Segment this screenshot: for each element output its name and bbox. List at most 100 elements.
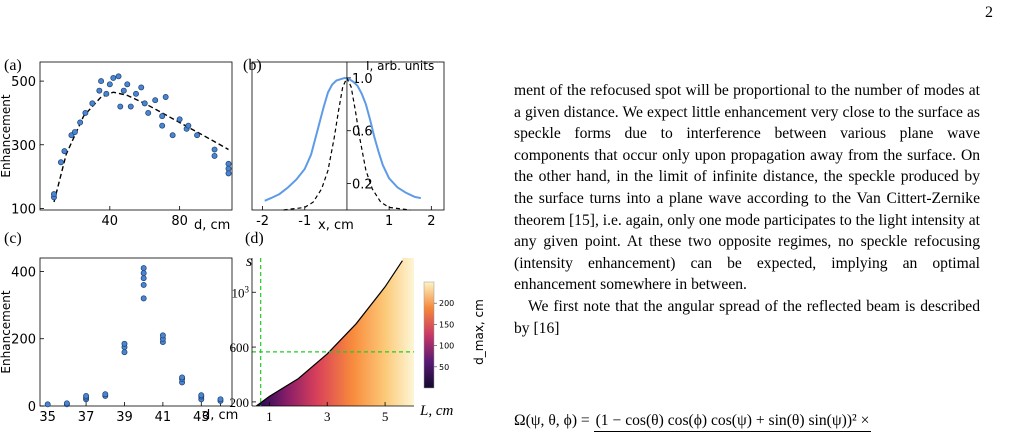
xunit-a: d, cm	[194, 218, 230, 233]
data-point	[98, 78, 105, 85]
boundary-curve	[255, 260, 403, 406]
model-profile	[283, 76, 411, 211]
data-point	[140, 265, 147, 272]
data-point	[71, 129, 78, 135]
body-text: ment of the refocused spot will be propo…	[514, 80, 980, 339]
data-point	[179, 374, 186, 381]
data-point	[211, 152, 218, 159]
frame-a	[39, 61, 233, 211]
fit-curve	[53, 91, 229, 203]
x-tick-label: 5	[382, 409, 389, 424]
x-tick-label: 1	[385, 214, 393, 229]
data-point	[63, 400, 70, 407]
heatmap-out-of-range	[252, 258, 403, 406]
paragraph: ment of the refocused spot will be propo…	[514, 82, 980, 294]
x-tick-label: 37	[78, 410, 95, 425]
y-tick-label: 100	[11, 202, 36, 217]
y-tick-label: 0.6	[352, 125, 373, 140]
data-point	[145, 109, 152, 116]
data-point	[124, 81, 131, 88]
x-tick-label: -2	[256, 214, 269, 229]
data-point	[121, 349, 128, 356]
measured-profile	[264, 76, 422, 202]
equation-lhs: Ω(ψ, θ, ϕ) =	[514, 412, 590, 429]
figure-canvas: (a) (b) (c) (d) Enhancement Enhancement …	[0, 57, 486, 425]
data-point	[133, 90, 139, 97]
data-point	[138, 84, 145, 91]
colorbar	[423, 281, 435, 389]
data-point	[159, 332, 166, 339]
data-point	[152, 97, 159, 104]
x-tick-label: 39	[116, 410, 133, 425]
ylabel-a: Enhancement	[0, 94, 13, 177]
equation-numerator: (1 − cos(θ) cos(ϕ) cos(ψ) + sin(θ) sin(ψ…	[593, 412, 872, 432]
y-tick-label: 500	[11, 75, 36, 90]
data-layer	[44, 73, 422, 408]
x-tick-label: -1	[298, 214, 311, 229]
data-point	[120, 87, 127, 94]
colorbar-tick-label: 200	[439, 299, 454, 308]
x-tick-label: 80	[171, 214, 188, 229]
data-point	[140, 275, 147, 282]
data-point	[121, 340, 128, 347]
figure: (a) (b) (c) (d) Enhancement Enhancement …	[0, 0, 490, 448]
colorbar-tick-label: 50	[439, 363, 449, 372]
x-tick-label: 41	[155, 410, 172, 425]
data-point	[185, 122, 192, 129]
data-point	[110, 74, 117, 81]
data-point	[162, 94, 169, 100]
data-point	[102, 391, 109, 398]
data-point	[103, 90, 110, 97]
xunit-c: d, cm	[202, 408, 238, 423]
data-point	[106, 81, 113, 88]
panel-label-a: (a)	[4, 57, 22, 74]
data-point	[225, 160, 232, 167]
frame-c	[39, 257, 233, 407]
x-tick-label: 43	[193, 410, 210, 425]
data-point	[225, 165, 232, 172]
data-point	[57, 159, 64, 166]
data-point	[117, 103, 124, 110]
data-point	[169, 132, 176, 139]
y-tick-label: 0	[28, 400, 36, 415]
data-point	[176, 116, 183, 123]
data-point	[77, 119, 84, 126]
colorbar-label: d_max, cm	[472, 299, 486, 365]
data-point	[82, 109, 89, 116]
y-tick-label: 0.2	[352, 178, 373, 193]
panel-label-c: (c)	[4, 230, 22, 247]
data-point	[51, 191, 57, 198]
equation: Ω(ψ, θ, ϕ) = (1 − cos(θ) cos(ϕ) cos(ψ) +…	[514, 412, 994, 432]
data-point	[61, 148, 68, 155]
data-point	[115, 73, 122, 80]
data-point	[141, 100, 148, 107]
data-point	[140, 270, 147, 277]
ylabel-b: I, arb. units	[366, 59, 434, 73]
data-point	[211, 146, 218, 153]
y-tick-label: 200	[230, 395, 250, 410]
y-tick-label: 200	[11, 333, 36, 348]
y-tick-label: 600	[230, 340, 250, 355]
frame-b	[251, 61, 445, 211]
y-tick-label: 400	[11, 265, 36, 280]
data-point	[225, 170, 232, 177]
data-point	[159, 113, 166, 120]
data-point	[159, 122, 166, 129]
x-tick-label: 3	[324, 409, 331, 424]
paragraph: We first note that the angular spread of…	[514, 297, 980, 337]
data-point	[194, 132, 201, 139]
data-point	[140, 281, 147, 288]
panel-label-d: (d)	[245, 230, 264, 247]
data-point	[83, 392, 90, 399]
heatmap-d	[252, 258, 414, 406]
data-point	[96, 87, 103, 94]
ylabel-d: s	[246, 253, 252, 270]
panel-label-b: (b)	[243, 57, 262, 74]
data-point	[198, 392, 205, 399]
xunit-d: L, cm	[419, 403, 454, 419]
x-tick-label: 40	[102, 214, 119, 229]
data-point	[217, 396, 224, 403]
data-point	[44, 401, 51, 408]
colorbar-tick-label: 150	[439, 320, 454, 329]
